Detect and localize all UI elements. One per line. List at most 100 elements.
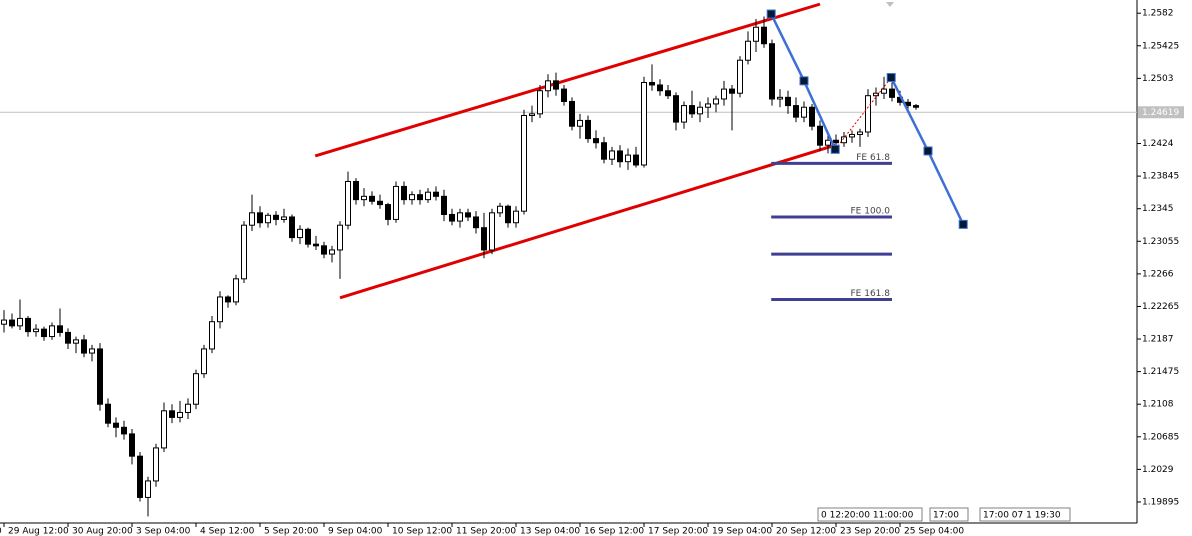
y-tick-label: 1.2424: [1142, 139, 1174, 149]
candle-body: [633, 154, 639, 166]
y-tick-label: 1.23055: [1142, 237, 1179, 247]
candle-body: [545, 80, 551, 92]
candle-body: [537, 90, 543, 115]
time-marker: 17:00 07 1 19:30: [983, 511, 1061, 521]
candle-body: [553, 80, 559, 90]
candle-body: [97, 348, 103, 405]
candle-body: [233, 278, 239, 303]
candle-body: [321, 245, 327, 255]
y-tick-label: 1.2108: [1142, 400, 1174, 410]
candle-body: [577, 119, 583, 127]
candle-body: [425, 191, 431, 201]
candle-body: [801, 106, 807, 118]
x-tick-label: 20 Sep 12:00: [776, 527, 836, 536]
top-marker: [886, 2, 894, 7]
x-tick-label: 10 Sep 12:00: [392, 527, 452, 536]
y-tick-label: 1.2503: [1142, 74, 1174, 84]
x-tick-label: 0: [0, 527, 2, 536]
candle-body: [265, 214, 271, 224]
candle-body: [417, 194, 423, 201]
zigzag-node: [923, 146, 933, 156]
candle-body: [649, 81, 655, 86]
candle-body: [865, 95, 871, 133]
candle-body: [625, 154, 631, 163]
candle-body: [881, 88, 887, 94]
candle-body: [529, 113, 535, 116]
candle-body: [297, 228, 303, 239]
candle-body: [665, 90, 671, 97]
candle-body: [745, 40, 751, 61]
candle-body: [721, 88, 727, 100]
candle-body: [609, 150, 615, 160]
candle-body: [753, 26, 759, 42]
candle-body: [401, 185, 407, 201]
candle-body: [433, 191, 439, 197]
candle-body: [913, 105, 919, 108]
x-tick-label: 16 Sep 12:00: [584, 527, 644, 536]
candle-body: [209, 321, 215, 350]
candle-body: [473, 216, 479, 229]
candle-body: [273, 214, 279, 220]
candle-body: [601, 142, 607, 160]
x-tick-label: 25 Sep 04:00: [904, 527, 964, 536]
candle-body: [41, 328, 47, 338]
candle-body: [377, 200, 383, 206]
candle-body: [785, 96, 791, 107]
candle-body: [337, 224, 343, 251]
candle-body: [857, 131, 863, 135]
y-tick-label: 1.21475: [1142, 367, 1179, 377]
candle-body: [169, 410, 175, 418]
candle-body: [641, 81, 647, 166]
candle-body: [833, 139, 839, 144]
x-tick-label: 9 Sep 04:00: [328, 527, 383, 536]
y-tick-label: 1.22265: [1142, 302, 1179, 312]
x-tick-label: 30 Aug 20:00: [72, 527, 133, 536]
candle-body: [65, 331, 71, 344]
candle-body: [761, 26, 767, 45]
candle-body: [409, 194, 415, 201]
candle-body: [1, 319, 7, 325]
candle-body: [825, 139, 831, 146]
candle-body: [513, 210, 519, 224]
candle-body: [329, 249, 335, 255]
candle-body: [225, 296, 231, 303]
current-price-box: [1138, 106, 1184, 119]
candle-body: [161, 410, 167, 449]
fe-label: FE 61.8: [856, 153, 890, 163]
candle-body: [697, 106, 703, 115]
channel-line: [339, 143, 836, 300]
candle-body: [105, 403, 111, 424]
fe-label: FE 161.8: [851, 289, 891, 299]
candle-body: [345, 180, 351, 226]
candle-body: [817, 125, 823, 146]
channel-line: [314, 2, 821, 158]
candle-body: [657, 84, 663, 92]
x-tick-label: 3 Sep 04:00: [136, 527, 191, 536]
x-tick-label: 19 Sep 04:00: [712, 527, 772, 536]
candle-body: [705, 103, 711, 108]
zigzag-node: [766, 9, 776, 19]
fe-label: FE 100.0: [851, 206, 891, 216]
candle-body: [89, 348, 95, 354]
x-tick-label: 13 Sep 04:00: [520, 527, 580, 536]
candle-body: [257, 212, 263, 224]
time-marker: 0 12:20:00 11:00:00: [821, 511, 914, 521]
candle-body: [57, 325, 63, 333]
zigzag-node: [830, 144, 840, 154]
time-marker-box: [817, 507, 923, 522]
candle-body: [73, 339, 79, 344]
candle-body: [841, 136, 847, 144]
candle-body: [241, 224, 247, 280]
candle-body: [849, 133, 855, 138]
candle-body: [217, 296, 223, 323]
candle-body: [25, 317, 31, 333]
y-tick-label: 1.25425: [1142, 41, 1179, 51]
candle-body: [137, 455, 143, 498]
candle-body: [121, 426, 127, 435]
x-tick-label: 23 Sep 20:00: [840, 527, 900, 536]
y-tick-label: 1.2187: [1142, 335, 1174, 345]
candle-body: [777, 96, 783, 100]
candle-body: [289, 216, 295, 239]
candle-body: [353, 180, 359, 201]
x-tick-label: 4 Sep 12:00: [200, 527, 255, 536]
